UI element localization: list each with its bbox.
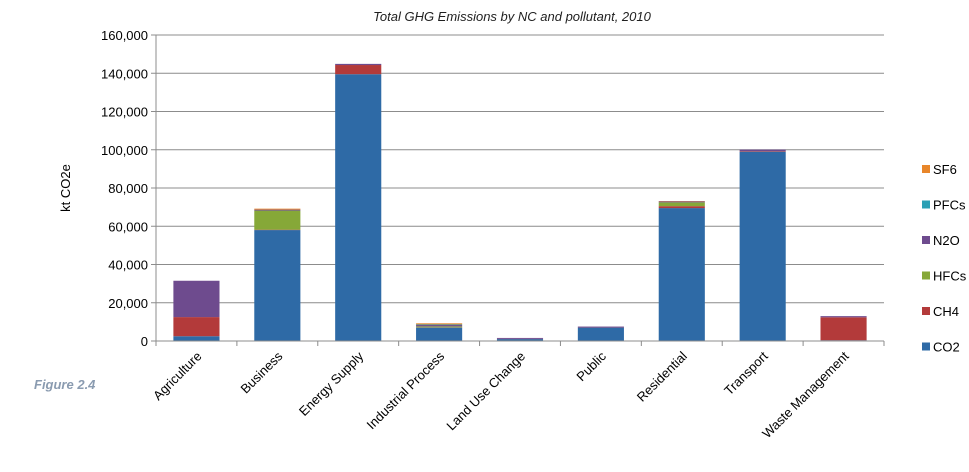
bar-segment-co2-industrial-process bbox=[416, 327, 463, 341]
x-tick-labels: Agriculture Business Energy SupplyIndustri… bbox=[150, 348, 852, 441]
legend-label-sf6: SF6 bbox=[933, 162, 957, 177]
bar-segment-co2-business bbox=[254, 230, 301, 341]
bar-segment-n2o-energy-supply bbox=[335, 63, 382, 66]
legend-swatch-n2o bbox=[922, 236, 930, 244]
y-tick-label: 40,000 bbox=[108, 258, 148, 273]
bar-segment-ch4-agriculture bbox=[173, 317, 220, 337]
legend-label-pfcs: PFCs bbox=[933, 198, 966, 213]
axes bbox=[155, 35, 885, 346]
y-tick-label: 100,000 bbox=[101, 143, 148, 158]
legend-label-hfcs: HFCs bbox=[933, 269, 967, 284]
bar-segment-co2-land-use-change bbox=[496, 339, 544, 341]
y-tick-label: 160,000 bbox=[101, 28, 148, 43]
bar-segment-co2-residential bbox=[658, 208, 705, 341]
x-tick-label: Transport bbox=[721, 348, 771, 398]
y-axis-label: kt CO2e bbox=[58, 164, 73, 212]
bar-segment-n2o-transport bbox=[739, 149, 786, 152]
bars bbox=[173, 63, 867, 342]
y-tick-label: 80,000 bbox=[108, 181, 148, 196]
bar-segment-hfcs-business bbox=[254, 210, 301, 230]
bar-segment-hfcs-residential bbox=[658, 202, 705, 207]
legend-swatch-ch4 bbox=[922, 307, 930, 315]
figure-label: Figure 2.4 bbox=[34, 377, 96, 392]
bar-segment-n2o-residential bbox=[658, 201, 705, 203]
legend-swatch-pfcs bbox=[922, 200, 930, 209]
bar-segment-ch4-energy-supply bbox=[335, 65, 382, 75]
bar-segment-co2-energy-supply bbox=[335, 74, 382, 342]
x-tick-label: Agriculture bbox=[150, 349, 205, 404]
legend: SF6 PFCs N2O HFCs CH4 CO2 bbox=[922, 162, 967, 355]
bar-segment-n2o-industrial-process bbox=[416, 325, 463, 327]
bar-segment-n2o-business bbox=[254, 209, 301, 211]
bar-segment-co2-transport bbox=[739, 151, 786, 341]
bar-segment-ch4-residential bbox=[658, 206, 705, 209]
y-tick-labels: 0 20,000 40,000 60,000 80,000 100,000 120,000 1… bbox=[101, 28, 148, 349]
x-tick-label: Business bbox=[238, 348, 286, 396]
bar-segment-ch4-waste-management bbox=[820, 317, 867, 341]
bar-segment-hfcs-industrial-process bbox=[416, 326, 463, 328]
x-tick-label: Waste Management bbox=[759, 348, 852, 441]
bar-segment-sf6-business bbox=[254, 208, 301, 210]
bar-segment-pfcs-industrial-process bbox=[416, 324, 463, 326]
y-tick-label: 140,000 bbox=[101, 66, 148, 81]
y-tick-label: 120,000 bbox=[101, 105, 148, 120]
y-tick-label: 60,000 bbox=[108, 219, 148, 234]
chart-title: Total GHG Emissions by NC and pollutant,… bbox=[373, 9, 651, 24]
legend-swatch-sf6 bbox=[922, 165, 930, 173]
legend-label-ch4: CH4 bbox=[933, 304, 959, 319]
bar-segment-co2-agriculture bbox=[173, 336, 220, 341]
bar-segment-n2o-public bbox=[577, 326, 624, 328]
bar-segment-n2o-waste-management bbox=[820, 316, 867, 318]
legend-label-n2o: N2O bbox=[933, 233, 960, 248]
legend-label-co2: CO2 bbox=[933, 340, 960, 355]
legend-swatch-co2 bbox=[922, 342, 930, 351]
x-tick-label: Land Use Change bbox=[443, 349, 528, 434]
y-tick-label: 0 bbox=[141, 334, 148, 349]
bar-segment-sf6-industrial-process bbox=[416, 323, 463, 325]
bar-segment-ch4-transport bbox=[739, 151, 786, 152]
x-tick-label: Industrial Process bbox=[364, 348, 448, 432]
x-tick-label: Energy Supply bbox=[296, 348, 367, 419]
legend-swatch-hfcs bbox=[922, 271, 930, 280]
x-tick-label: Residential bbox=[634, 348, 690, 404]
bar-segment-n2o-agriculture bbox=[173, 280, 220, 318]
x-tick-label: Public bbox=[573, 348, 609, 384]
y-tick-label: 20,000 bbox=[108, 296, 148, 311]
bar-segment-n2o-land-use-change bbox=[496, 337, 544, 339]
bar-segment-co2-public bbox=[577, 327, 624, 341]
